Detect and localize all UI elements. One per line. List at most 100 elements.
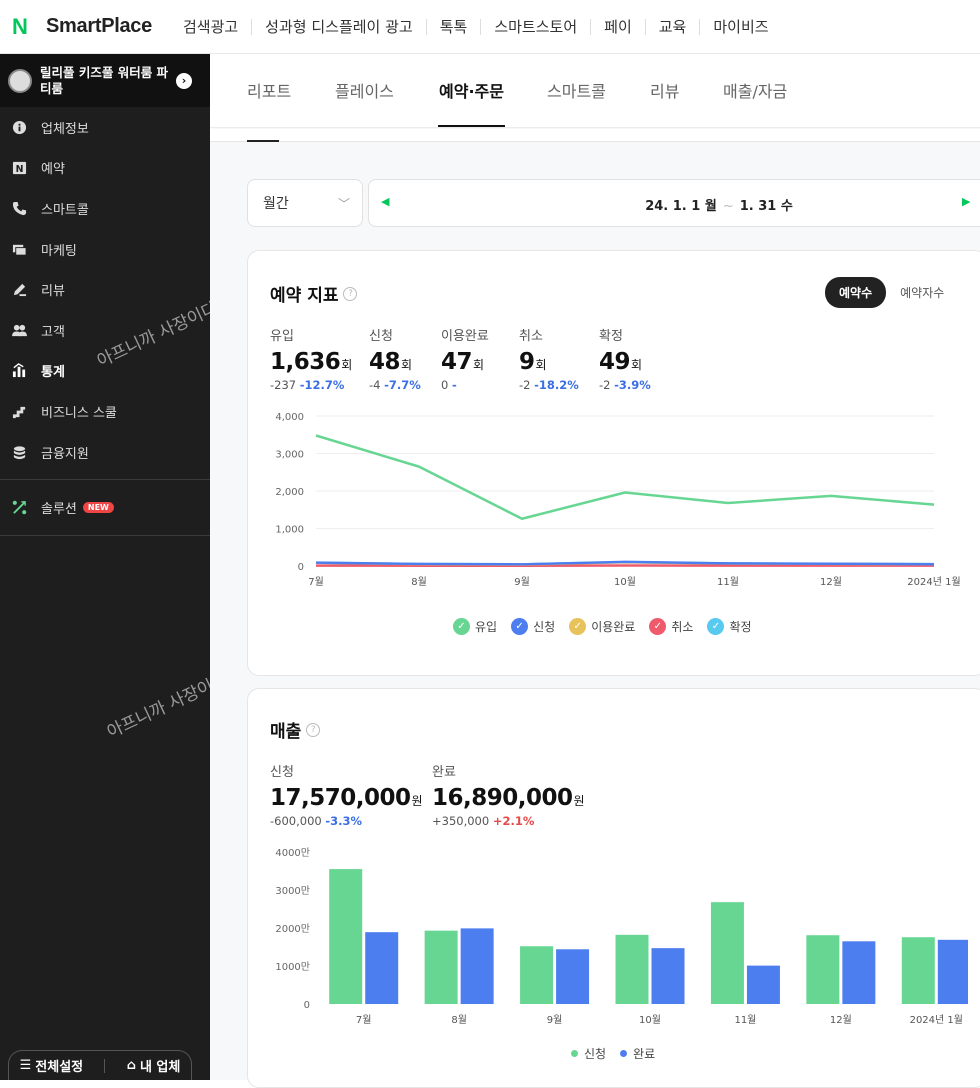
top-nav-smartstore[interactable]: 스마트스토어 (481, 19, 591, 35)
date-range-bar: ◀ 24. 1. 1 월~1. 31 수 ▶ (368, 179, 980, 227)
next-period-arrow-icon[interactable]: ▶ (962, 195, 970, 208)
help-icon[interactable]: ? (306, 723, 320, 737)
sidebar-item-label: 업체정보 (41, 118, 89, 137)
top-nav-search-ads[interactable]: 검색광고 (170, 19, 252, 35)
stat-inflow: 유입 1,636회 -237 -12.7% (270, 325, 352, 392)
bottom-separator (104, 1059, 105, 1073)
top-nav-mybiz[interactable]: 마이비즈 (700, 19, 781, 35)
solution-icon (12, 500, 27, 515)
date-tilde: ~ (723, 199, 734, 214)
y-tick-label: 0 (304, 1000, 310, 1011)
new-badge: NEW (83, 502, 114, 513)
bar (461, 928, 494, 1004)
sub-tab-bar (210, 129, 980, 142)
legend-inflow[interactable]: ✓유입 (453, 618, 497, 635)
date-from: 24. 1. 1 월 (645, 199, 717, 214)
menu-icon: ☰ (20, 1058, 32, 1073)
sidebar-item-business-school[interactable]: 비즈니스 스쿨 (0, 391, 210, 432)
legend-cancel[interactable]: ✓취소 (649, 618, 693, 635)
check-icon: ✓ (511, 618, 528, 635)
bar (747, 966, 780, 1004)
sales-title: 매출? (270, 717, 320, 742)
my-business-button[interactable]: ⌂내 업체 (127, 1056, 181, 1075)
store-icon: ⌂ (127, 1058, 136, 1073)
sidebar-item-label: 리뷰 (41, 280, 65, 299)
all-settings-button[interactable]: ☰전체설정 (20, 1056, 84, 1075)
bar (520, 946, 553, 1004)
top-nav-pay[interactable]: 페이 (591, 19, 646, 35)
business-name: 릴리풀 키즈풀 워터룸 파티룸 (40, 65, 176, 97)
legend-sales-completed[interactable]: 완료 (620, 1045, 655, 1062)
business-selector[interactable]: 릴리풀 키즈풀 워터룸 파티룸 › (0, 54, 210, 107)
info-icon (12, 120, 27, 135)
tab-smartcall[interactable]: 스마트콜 (547, 78, 606, 102)
x-tick-label: 7월 (356, 1014, 372, 1026)
sidebar-item-smartcall[interactable]: 스마트콜 (0, 188, 210, 229)
x-tick-label: 11월 (717, 576, 739, 588)
sidebar-item-label: 금융지원 (41, 443, 89, 462)
x-tick-label: 10월 (614, 576, 636, 588)
series-line (316, 436, 934, 519)
check-icon: ✓ (707, 618, 724, 635)
toggle-reservation-count[interactable]: 예약수 (825, 277, 886, 308)
y-tick-label: 1000만 (275, 961, 310, 973)
legend-completed[interactable]: ✓이용완료 (569, 618, 635, 635)
tab-review[interactable]: 리뷰 (650, 78, 679, 102)
tab-bar: 리포트 플레이스 예약·주문 스마트콜 리뷰 매출/자금 (210, 54, 980, 128)
top-nav-education[interactable]: 교육 (646, 19, 701, 35)
naver-n-logo: N (12, 14, 36, 40)
sidebar-item-marketing[interactable]: 마케팅 (0, 229, 210, 270)
period-select[interactable]: 월간 ﹀ (247, 179, 363, 227)
phone-icon (12, 201, 27, 216)
sidebar-item-label: 예약 (41, 158, 65, 177)
x-tick-label: 10월 (639, 1014, 661, 1026)
smartplace-logo[interactable]: N SmartPlace (12, 14, 152, 40)
bar (938, 940, 968, 1004)
sidebar-item-review[interactable]: 리뷰 (0, 269, 210, 310)
bar (902, 937, 935, 1004)
calendar-n-icon: N (12, 160, 27, 175)
chevron-down-icon: ﹀ (338, 195, 350, 212)
sidebar-item-finance[interactable]: 금융지원 (0, 432, 210, 473)
help-icon[interactable]: ? (343, 287, 357, 301)
check-icon: ✓ (649, 618, 666, 635)
y-tick-label: 1,000 (275, 525, 304, 536)
date-range: 24. 1. 1 월~1. 31 수 (369, 195, 980, 214)
tab-report[interactable]: 리포트 (247, 78, 291, 102)
toggle-reserver-count[interactable]: 예약자수 (900, 284, 944, 301)
sidebar-item-label: 스마트콜 (41, 199, 89, 218)
cards-icon (12, 242, 27, 257)
stat-sales-completed: 완료 16,890,000원 +350,000 +2.1% (432, 761, 584, 828)
sidebar-item-reservation[interactable]: N 예약 (0, 148, 210, 189)
count-toggle: 예약수 예약자수 (825, 277, 944, 308)
legend-sales-request[interactable]: 신청 (571, 1045, 606, 1062)
x-tick-label: 11월 (734, 1014, 756, 1026)
sidebar-item-statistics[interactable]: 통계 (0, 351, 210, 392)
x-tick-label: 2024년 1월 (910, 1014, 963, 1026)
tab-reservation-order[interactable]: 예약·주문 (439, 78, 504, 102)
series-line (316, 562, 934, 564)
tab-sales-funds[interactable]: 매출/자금 (723, 78, 787, 102)
sidebar-item-business-info[interactable]: 업체정보 (0, 107, 210, 148)
stat-sales-request: 신청 17,570,000원 -600,000 -3.3% (270, 761, 422, 828)
sales-card: 매출? 신청 17,570,000원 -600,000 -3.3% 완료 16,… (247, 688, 980, 1088)
reservation-title: 예약 지표? (270, 281, 357, 306)
logo-text: SmartPlace (46, 15, 152, 38)
chevron-right-icon[interactable]: › (176, 73, 192, 89)
legend-confirmed[interactable]: ✓확정 (707, 618, 751, 635)
bar-chart-legend: 신청 완료 (571, 1045, 669, 1062)
check-icon: ✓ (569, 618, 586, 635)
top-nav-talktalk[interactable]: 톡톡 (427, 19, 482, 35)
bar (711, 902, 744, 1004)
tab-place[interactable]: 플레이스 (335, 78, 394, 102)
period-value: 월간 (263, 193, 289, 213)
sidebar-item-solution[interactable]: 솔루션 NEW (0, 487, 210, 528)
top-nav-display-ads[interactable]: 성과형 디스플레이 광고 (252, 19, 427, 35)
x-tick-label: 12월 (830, 1014, 852, 1026)
sidebar-item-label: 비즈니스 스쿨 (41, 402, 117, 421)
legend-request[interactable]: ✓신청 (511, 618, 555, 635)
sidebar-item-customer[interactable]: 고객 (0, 310, 210, 351)
bar (365, 932, 398, 1004)
